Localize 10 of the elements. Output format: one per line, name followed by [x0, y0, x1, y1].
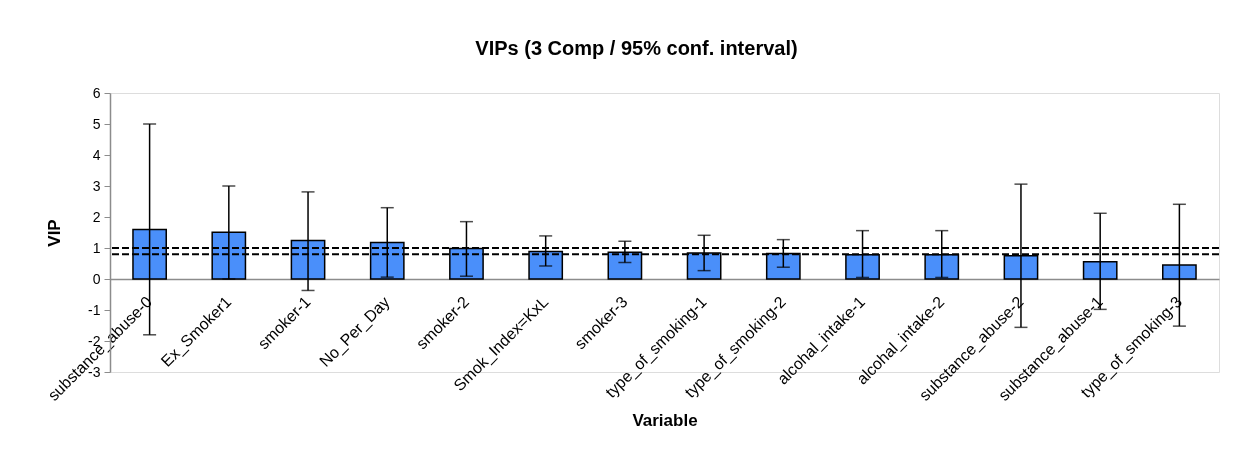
- y-tick-label: 4: [92, 146, 101, 163]
- y-tick-label: 2: [92, 208, 101, 225]
- y-tick-label: 5: [92, 115, 101, 132]
- y-tick-label: 1: [92, 239, 101, 256]
- y-tick-label: 6: [92, 84, 101, 101]
- x-axis-title: Variable: [632, 410, 698, 430]
- y-axis-title: VIP: [45, 219, 65, 247]
- y-tick-label: 0: [92, 270, 101, 287]
- y-tick-label: 3: [92, 177, 101, 194]
- chart-title: VIPs (3 Comp / 95% conf. interval): [475, 37, 798, 59]
